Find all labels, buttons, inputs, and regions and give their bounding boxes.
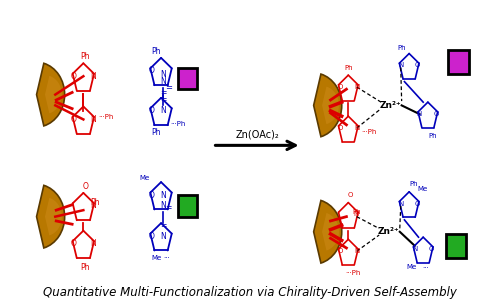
Text: Ph: Ph xyxy=(344,65,352,71)
Text: Zn²⁺: Zn²⁺ xyxy=(378,227,400,236)
Text: O: O xyxy=(71,72,77,81)
Text: N: N xyxy=(398,63,404,68)
Text: Ph: Ph xyxy=(428,133,437,139)
Text: O: O xyxy=(337,84,342,90)
Text: N: N xyxy=(417,111,422,117)
Text: O: O xyxy=(337,248,342,254)
Wedge shape xyxy=(45,198,62,235)
Text: O: O xyxy=(82,182,88,191)
Text: Me: Me xyxy=(417,185,428,192)
Text: Zn(OAc)₂: Zn(OAc)₂ xyxy=(236,130,280,140)
Text: N: N xyxy=(398,201,404,207)
Text: O: O xyxy=(429,246,434,252)
Text: =: = xyxy=(160,221,166,230)
Text: Ph: Ph xyxy=(398,45,406,51)
Wedge shape xyxy=(322,213,339,250)
Text: O: O xyxy=(149,66,154,75)
Text: O: O xyxy=(149,106,154,115)
Text: Ph: Ph xyxy=(80,263,90,272)
Text: =: = xyxy=(166,204,172,213)
Bar xyxy=(178,67,197,89)
Text: O: O xyxy=(149,191,154,200)
Text: =: = xyxy=(165,83,172,93)
Text: N: N xyxy=(412,246,418,252)
Text: N: N xyxy=(160,191,166,200)
Text: O: O xyxy=(149,232,154,241)
Text: =: = xyxy=(160,95,166,104)
Bar xyxy=(448,50,469,74)
Text: O: O xyxy=(71,239,77,248)
Text: Me: Me xyxy=(152,255,162,261)
Text: N: N xyxy=(354,125,360,131)
Text: Ph: Ph xyxy=(410,181,418,187)
Text: N: N xyxy=(90,72,96,81)
Wedge shape xyxy=(314,201,342,263)
Text: ···Ph: ···Ph xyxy=(346,270,360,276)
Wedge shape xyxy=(36,63,64,126)
Text: ···Ph: ···Ph xyxy=(98,114,114,120)
Text: Zn²⁺: Zn²⁺ xyxy=(380,101,401,110)
Text: N: N xyxy=(353,212,358,217)
Text: N: N xyxy=(354,248,360,254)
Text: O: O xyxy=(415,201,420,207)
Wedge shape xyxy=(314,74,342,137)
Text: ···Ph: ···Ph xyxy=(361,129,376,136)
Text: =: = xyxy=(160,88,166,97)
Text: ···Ph: ···Ph xyxy=(170,121,186,127)
Text: Ph: Ph xyxy=(152,128,161,137)
Text: O: O xyxy=(71,115,77,124)
Wedge shape xyxy=(36,185,64,248)
Text: O: O xyxy=(415,63,420,68)
Text: N: N xyxy=(90,201,96,210)
Text: Ph: Ph xyxy=(90,198,100,207)
Text: N: N xyxy=(160,106,166,115)
Wedge shape xyxy=(322,87,339,124)
Text: N: N xyxy=(354,84,360,90)
Text: ···: ··· xyxy=(164,255,170,261)
Text: Quantitative Multi-Functionalization via Chirality-Driven Self-Assembly: Quantitative Multi-Functionalization via… xyxy=(43,286,457,299)
Text: ···: ··· xyxy=(422,265,430,271)
Text: Ph: Ph xyxy=(152,47,161,56)
Text: Me: Me xyxy=(139,175,149,181)
Text: O: O xyxy=(337,125,342,131)
Text: N: N xyxy=(90,239,96,248)
Text: O: O xyxy=(434,111,439,117)
Text: N: N xyxy=(160,77,166,86)
Text: O: O xyxy=(348,192,353,198)
Text: Ph: Ph xyxy=(352,209,361,215)
Wedge shape xyxy=(45,76,62,113)
Text: N: N xyxy=(160,70,166,79)
Text: N: N xyxy=(90,115,96,124)
Bar xyxy=(446,234,466,258)
Text: N: N xyxy=(160,201,166,210)
Text: N: N xyxy=(160,232,166,241)
Text: Me: Me xyxy=(407,264,417,270)
Text: Ph: Ph xyxy=(80,52,90,61)
Bar xyxy=(178,195,197,217)
